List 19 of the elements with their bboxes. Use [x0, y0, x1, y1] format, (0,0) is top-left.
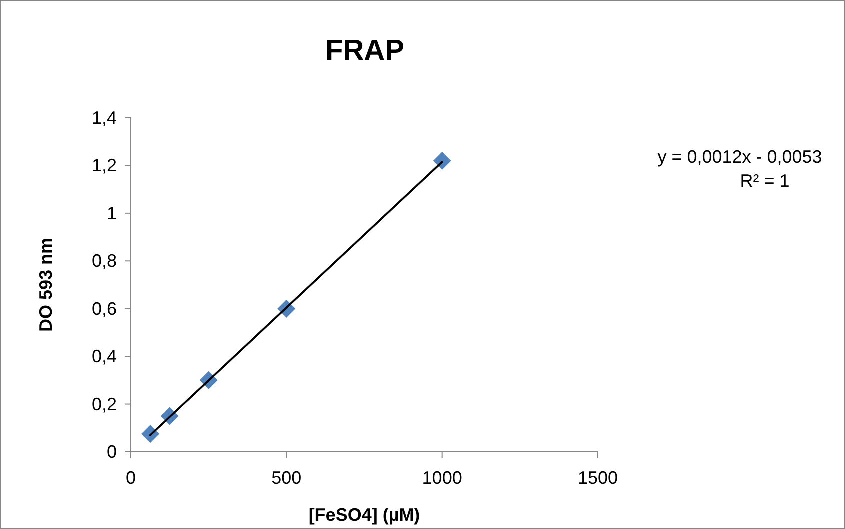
chart-title: FRAP: [326, 35, 404, 67]
y-tick-label: 1,2: [92, 156, 117, 176]
y-tick-label: 0: [106, 442, 117, 462]
y-tick-label: 0,6: [92, 298, 117, 319]
text: R² = 1: [740, 171, 790, 191]
text: y = 0,0012x - 0,0053: [658, 147, 822, 167]
y-tick-label: 1,4: [92, 108, 117, 128]
y-tick-label: 1: [106, 203, 117, 224]
y-axis-title: DO 593 nm: [36, 238, 56, 332]
y-tick-label: 0,2: [92, 394, 117, 414]
x-tick-label: 500: [272, 468, 302, 488]
x-tick-label: 0: [126, 468, 136, 488]
y-tick-label: 0,4: [92, 346, 117, 367]
y-tick-label: 0,8: [92, 251, 117, 272]
x-axis-title: [FeSO4] (µM): [308, 505, 420, 525]
point: [433, 152, 452, 170]
x-tick-label: 1000: [422, 468, 462, 488]
x-tick-label: 1500: [578, 468, 618, 488]
point: [141, 425, 160, 444]
